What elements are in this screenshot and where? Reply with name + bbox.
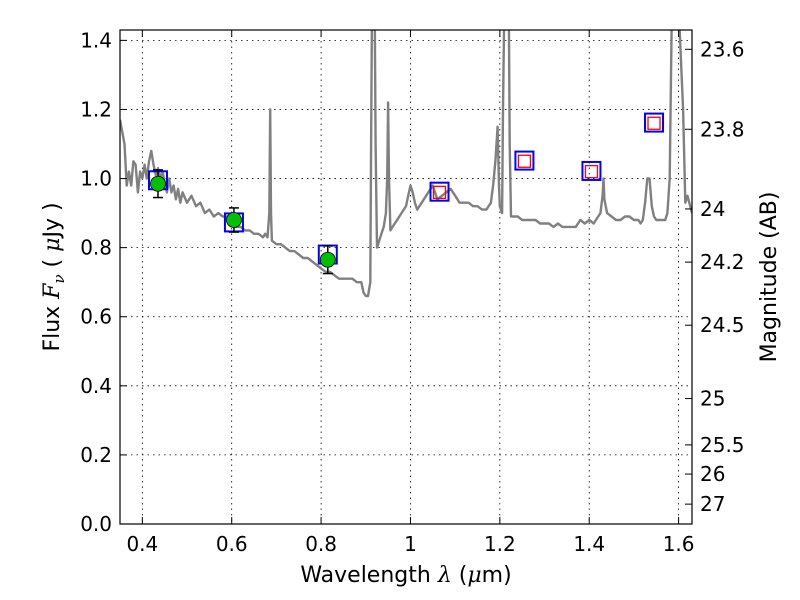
y-tick-label: 0.0 xyxy=(80,512,112,536)
upper-limit-point xyxy=(647,116,661,130)
plot-series xyxy=(120,30,692,298)
upper-limit-point xyxy=(517,154,532,168)
y-tick-label: 0.2 xyxy=(80,443,112,467)
y-tick-label: 1.4 xyxy=(80,28,112,52)
mag-tick-label: 24 xyxy=(700,197,725,221)
mag-tick-label: 24.2 xyxy=(700,250,745,274)
model-spectrum-line xyxy=(120,30,692,298)
x-tick-label: 1.6 xyxy=(663,532,695,556)
mag-tick-label: 23.6 xyxy=(700,37,745,61)
model-band-point xyxy=(581,160,602,181)
y-tick-label: 1.0 xyxy=(80,167,112,191)
observed-flux-point xyxy=(150,175,166,192)
model-band-point xyxy=(514,150,535,171)
model-band-point xyxy=(429,181,450,202)
x-tick-label: 1.2 xyxy=(484,532,516,556)
x-tick-label: 1.4 xyxy=(573,532,605,556)
grid xyxy=(120,30,692,525)
mag-tick-label: 23.8 xyxy=(700,117,745,141)
axes: 0.4 0.6 0.8 1 1.2 1.4 1.6 0.0 0.2 0.4 0.6 0.8 1.0 1.2… xyxy=(80,28,744,556)
mag-tick-label: 27 xyxy=(700,492,725,516)
mag-tick-label: 25 xyxy=(700,387,725,411)
observed-flux-point xyxy=(319,251,336,268)
mag-tick-label: 25.5 xyxy=(700,433,745,457)
y-tick-label: 0.4 xyxy=(80,374,112,398)
model-band-point xyxy=(644,112,665,133)
x-tick-label: 1 xyxy=(404,532,417,556)
x-tick-label: 0.4 xyxy=(126,532,158,556)
right-axis-label: Magnitude (AB) xyxy=(757,192,782,363)
plot-frame xyxy=(119,29,693,525)
y-axis-label: Flux Fν ( μJy ) xyxy=(40,202,68,351)
y-tick-label: 1.2 xyxy=(80,97,112,121)
upper-limit-point xyxy=(432,185,447,200)
x-tick-label: 0.8 xyxy=(305,532,337,556)
observed-flux-point xyxy=(226,212,242,228)
mag-tick-label: 26 xyxy=(700,462,725,486)
y-tick-label: 0.6 xyxy=(80,305,112,329)
mag-tick-label: 24.5 xyxy=(700,313,745,337)
y-tick-label: 0.8 xyxy=(80,236,112,260)
x-axis-label: Wavelength λ (μm) xyxy=(300,563,511,588)
x-tick-label: 0.6 xyxy=(216,532,248,556)
upper-limit-point xyxy=(584,164,599,179)
